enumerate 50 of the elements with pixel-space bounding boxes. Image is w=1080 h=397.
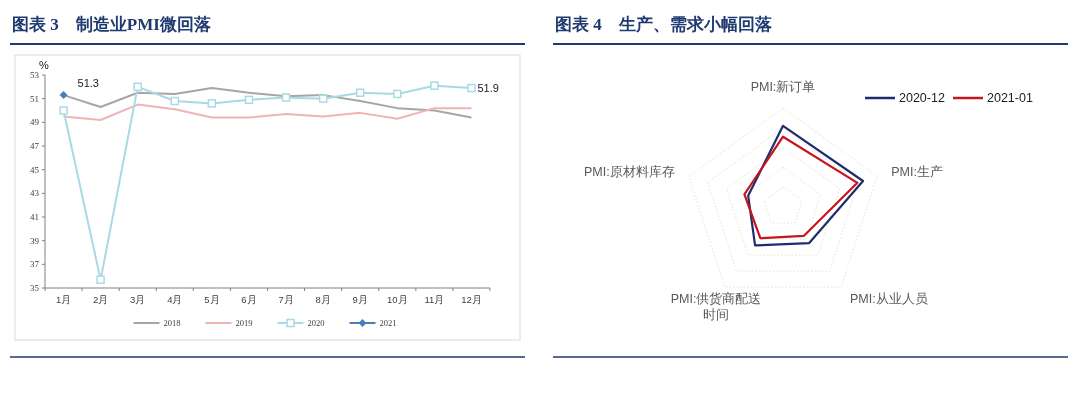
point xyxy=(318,94,328,103)
chart-title: 图表 3 制造业PMI微回落 xyxy=(12,15,211,34)
x-tick-label: 12月 xyxy=(461,294,482,305)
x-tick-label: 4月 xyxy=(167,294,183,305)
spoke-label: PMI:原材料库存 xyxy=(584,164,675,179)
x-tick-label: 11月 xyxy=(424,294,445,305)
x-tick-label: 8月 xyxy=(315,294,331,305)
point xyxy=(207,99,217,108)
legend-label: 2019 xyxy=(235,318,253,328)
y-tick-label: 43 xyxy=(30,188,40,199)
y-axis-title: % xyxy=(39,59,49,71)
x-tick-label: 2月 xyxy=(92,294,109,305)
spoke-label: PMI:供货商配送时间 xyxy=(670,292,762,323)
spoke-label: PMI:生产 xyxy=(891,164,943,179)
point xyxy=(467,83,476,93)
x-tick-label: 6月 xyxy=(241,294,257,305)
annotation: 51.9 xyxy=(477,82,499,95)
x-tick-label: 10月 xyxy=(387,294,408,305)
point xyxy=(59,106,68,115)
x-tick-label: 5月 xyxy=(204,294,220,305)
legend-label: 2020 xyxy=(307,318,325,328)
spoke-label: PMI:从业人员 xyxy=(849,292,928,307)
y-tick-label: 45 xyxy=(30,164,40,175)
point xyxy=(355,88,365,97)
point xyxy=(133,82,142,92)
point xyxy=(281,93,291,102)
point xyxy=(96,275,105,284)
point xyxy=(393,89,402,99)
y-tick-label: 39 xyxy=(30,235,40,246)
point xyxy=(244,95,254,105)
y-tick-label: 53 xyxy=(30,70,40,80)
x-tick-label: 7月 xyxy=(278,294,294,305)
x-tick-label: 9月 xyxy=(352,294,368,305)
y-tick-label: 49 xyxy=(30,117,40,128)
legend-label: 2021-01 xyxy=(987,91,1033,105)
x-tick-label: 3月 xyxy=(130,294,146,305)
spoke-label: PMI:新订单 xyxy=(750,80,816,95)
y-tick-label: 47 xyxy=(30,141,40,151)
y-tick-label: 41 xyxy=(30,212,39,222)
point xyxy=(170,96,180,106)
chart-title: 图表 4 生产、需求小幅回落 xyxy=(555,15,772,34)
y-tick-label: 37 xyxy=(30,259,40,270)
y-tick-label: 35 xyxy=(30,283,40,293)
legend-label: 2020-12 xyxy=(899,91,945,105)
annotation: 51.3 xyxy=(77,77,99,90)
y-tick-label: 51 xyxy=(30,93,39,104)
x-tick-label: 1月 xyxy=(55,294,72,305)
point xyxy=(430,81,439,90)
legend-label: 2021 xyxy=(379,318,397,328)
legend-label: 2018 xyxy=(163,318,181,328)
